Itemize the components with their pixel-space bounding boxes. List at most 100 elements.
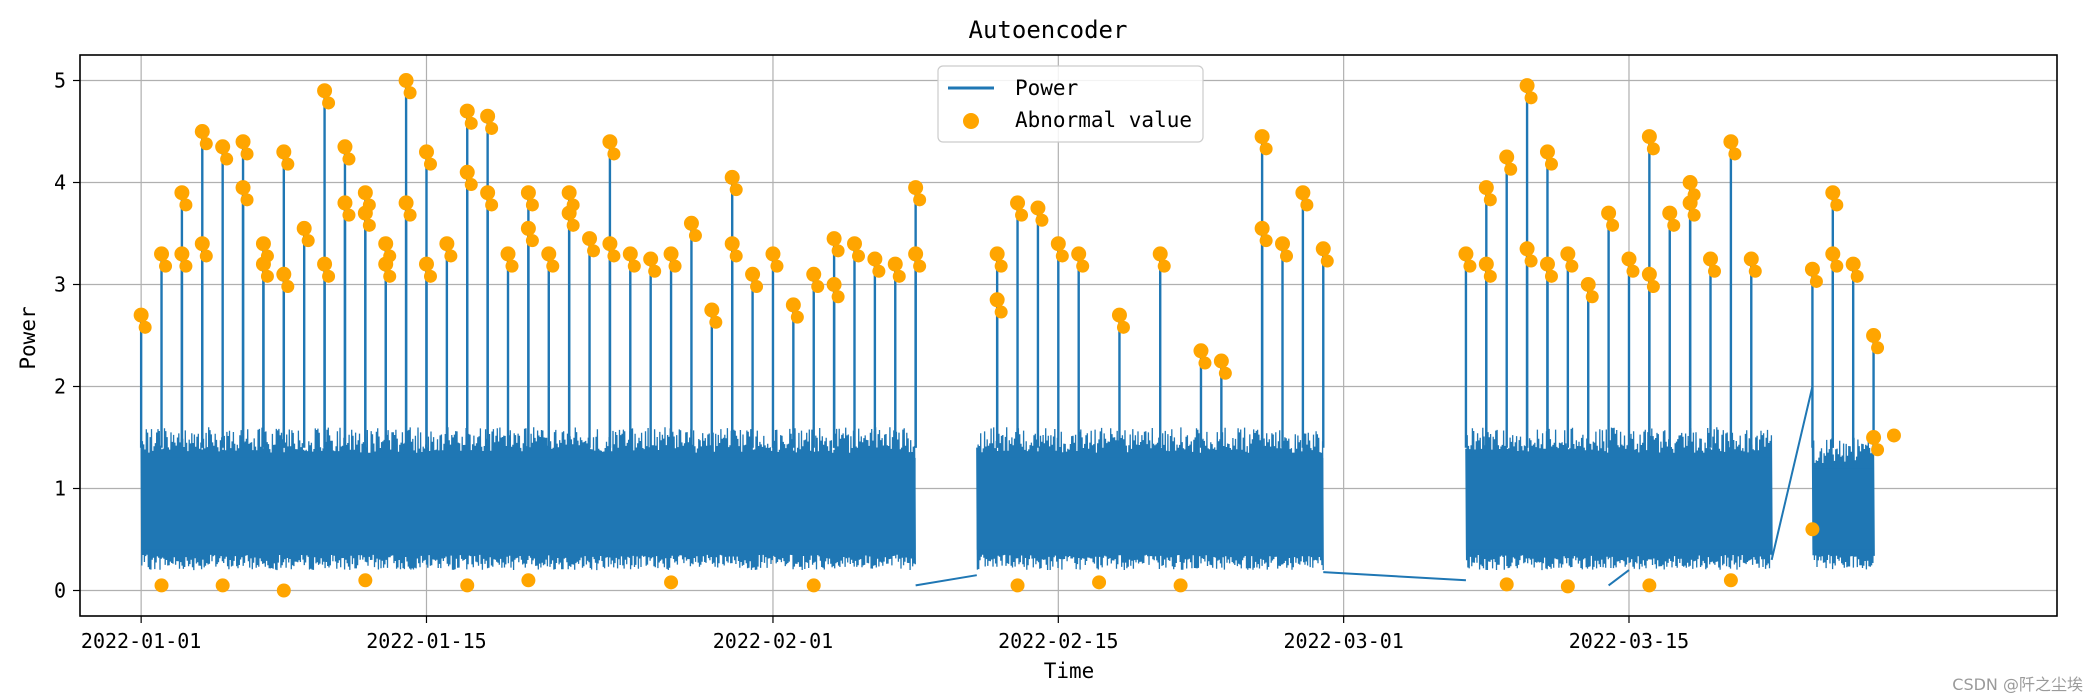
abnormal-value-point [1682,175,1698,190]
abnormal-value-point [1585,290,1599,304]
abnormal-value-point [464,178,478,192]
abnormal-value-point [505,259,519,273]
abnormal-value-point [1866,328,1882,343]
abnormal-value-point [851,249,865,263]
abnormal-value-point [276,144,292,160]
abnormal-value-point [480,185,496,201]
abnormal-value-point [255,256,271,272]
y-axis-label: Power [16,306,40,369]
abnormal-value-point [362,218,376,232]
abnormal-value-point [1463,259,1477,273]
abnormal-value-point [383,269,397,283]
axis-ticks: 2022-01-01 2022-01-15 2022-02-01 2022-02-15… [54,69,1689,654]
abnormal-value-point [765,246,781,262]
abnormal-value-point [1519,78,1535,94]
abnormal-value-point [1218,366,1232,380]
abnormal-value-point [602,134,618,150]
power-series-fill [976,457,1324,550]
abnormal-value-point [1320,254,1334,268]
abnormal-value-point [1871,341,1885,355]
abnormal-value-point [989,292,1005,308]
abnormal-value-point [1295,185,1311,201]
abnormal-value-point [1524,91,1538,105]
x-axis-label: Time [1044,659,1095,683]
abnormal-value-point [1157,259,1171,273]
abnormal-value-point [480,108,496,124]
abnormal-value-point [240,193,254,207]
y-tick-label: 2 [54,375,66,399]
y-tick-label: 5 [54,69,66,93]
power-series-fill [1812,468,1874,550]
abnormal-value-point [1519,241,1535,257]
abnormal-value-point [1055,249,1069,263]
abnormal-value-point [846,236,862,252]
abnormal-value-point [664,575,679,590]
abnormal-value-point [892,269,906,283]
abnormal-value-point [566,218,580,232]
abnormal-value-point [1708,264,1722,278]
abnormal-value-point [561,185,577,201]
abnormal-value-point [439,236,455,252]
abnormal-value-point [317,83,333,99]
abnormal-value-point [444,249,458,263]
abnormal-value-point [1804,261,1820,277]
abnormal-value-point [460,578,475,593]
abnormal-value-point [790,310,804,324]
abnormal-value-point [806,578,821,593]
abnormal-value-point [1560,246,1576,262]
abnormal-value-point [1544,269,1558,283]
abnormal-value-point [729,183,743,197]
abnormal-value-point [1539,256,1555,272]
abnormal-value-point [235,134,251,150]
abnormal-value-point [1010,578,1025,593]
abnormal-value-point [729,249,743,263]
abnormal-value-point [276,266,292,282]
abnormal-value-point [1830,259,1844,273]
abnormal-value-point [648,264,662,278]
abnormal-value-point [1458,246,1474,262]
abnormal-value-point [1646,280,1660,294]
y-tick-label: 3 [54,273,66,297]
abnormal-value-point [1544,157,1558,171]
abnormal-value-point [194,124,210,139]
abnormal-value-point [398,195,414,211]
abnormal-value-point [281,157,295,171]
abnormal-value-point [1662,205,1678,221]
abnormal-value-point [403,86,417,100]
legend-label-power: Power [1015,76,1078,100]
abnormal-value-point [704,302,720,318]
abnormal-value-point [1524,254,1538,268]
abnormal-value-point [908,180,924,196]
abnormal-value-point [831,290,845,304]
abnormal-value-point [322,96,336,110]
abnormal-value-point [709,315,723,329]
abnormal-value-point [337,139,353,155]
abnormal-value-point [1499,149,1515,165]
abnormal-value-point [520,220,536,236]
abnormal-value-point [785,297,801,313]
abnormal-value-point [806,266,822,282]
abnormal-value-point [811,280,825,294]
abnormal-value-point [398,73,414,88]
abnormal-value-point [1621,251,1637,267]
abnormal-value-point [520,185,536,201]
abnormal-value-point [688,229,702,243]
abnormal-value-point [1601,205,1617,221]
abnormal-value-point [622,246,638,262]
abnormal-value-point [357,205,373,221]
abnormal-value-point [582,231,598,247]
abnormal-value-point [1703,251,1719,267]
abnormal-value-point [1198,356,1212,370]
abnormal-value-point [745,266,761,282]
abnormal-value-point [337,195,353,211]
abnormal-value-point [174,246,190,262]
legend-box [937,65,1204,143]
abnormal-value-point [378,236,394,252]
abnormal-value-point [826,231,842,247]
abnormal-value-point [1743,251,1759,267]
abnormal-value-point [1116,320,1130,334]
abnormal-value-point [220,152,234,166]
abnormal-value-point [1259,234,1273,248]
abnormal-value-point [1010,195,1026,211]
